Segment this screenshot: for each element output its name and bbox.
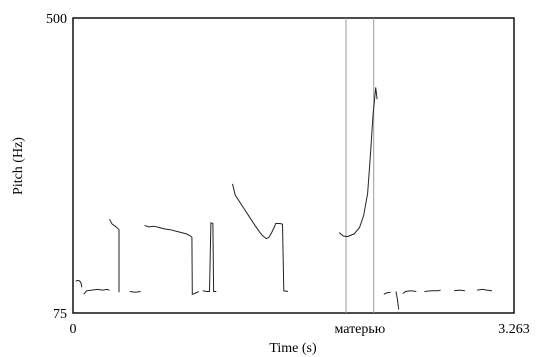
pitch-segment-5 xyxy=(202,222,217,292)
x-tick-max: 3.263 xyxy=(498,322,530,337)
pitch-segment-1 xyxy=(83,288,110,295)
pitch-segment-6 xyxy=(232,183,288,292)
pitch-segment-8 xyxy=(383,291,391,295)
plot-frame xyxy=(72,17,515,314)
interval-markers xyxy=(345,18,375,313)
pitch-segment-11 xyxy=(424,289,441,292)
y-tick-min: 75 xyxy=(53,307,67,322)
interval-label: матерью xyxy=(334,322,385,337)
pitch-traces xyxy=(75,87,493,310)
pitch-segment-3 xyxy=(129,291,141,293)
pitch-segment-10 xyxy=(402,290,417,294)
pitch-segment-12 xyxy=(454,289,465,292)
x-tick-min: 0 xyxy=(70,322,77,337)
pitch-segment-2 xyxy=(109,219,120,293)
pitch-segment-9 xyxy=(395,291,400,310)
x-axis-label: Time (s) xyxy=(269,341,317,356)
y-tick-max: 500 xyxy=(46,12,67,27)
pitch-segment-0 xyxy=(75,279,83,288)
y-axis-label: Pitch (Hz) xyxy=(11,137,26,195)
pitch-segment-13 xyxy=(477,288,493,292)
pitch-segment-4 xyxy=(144,225,199,296)
pitch-segment-7 xyxy=(338,87,378,238)
